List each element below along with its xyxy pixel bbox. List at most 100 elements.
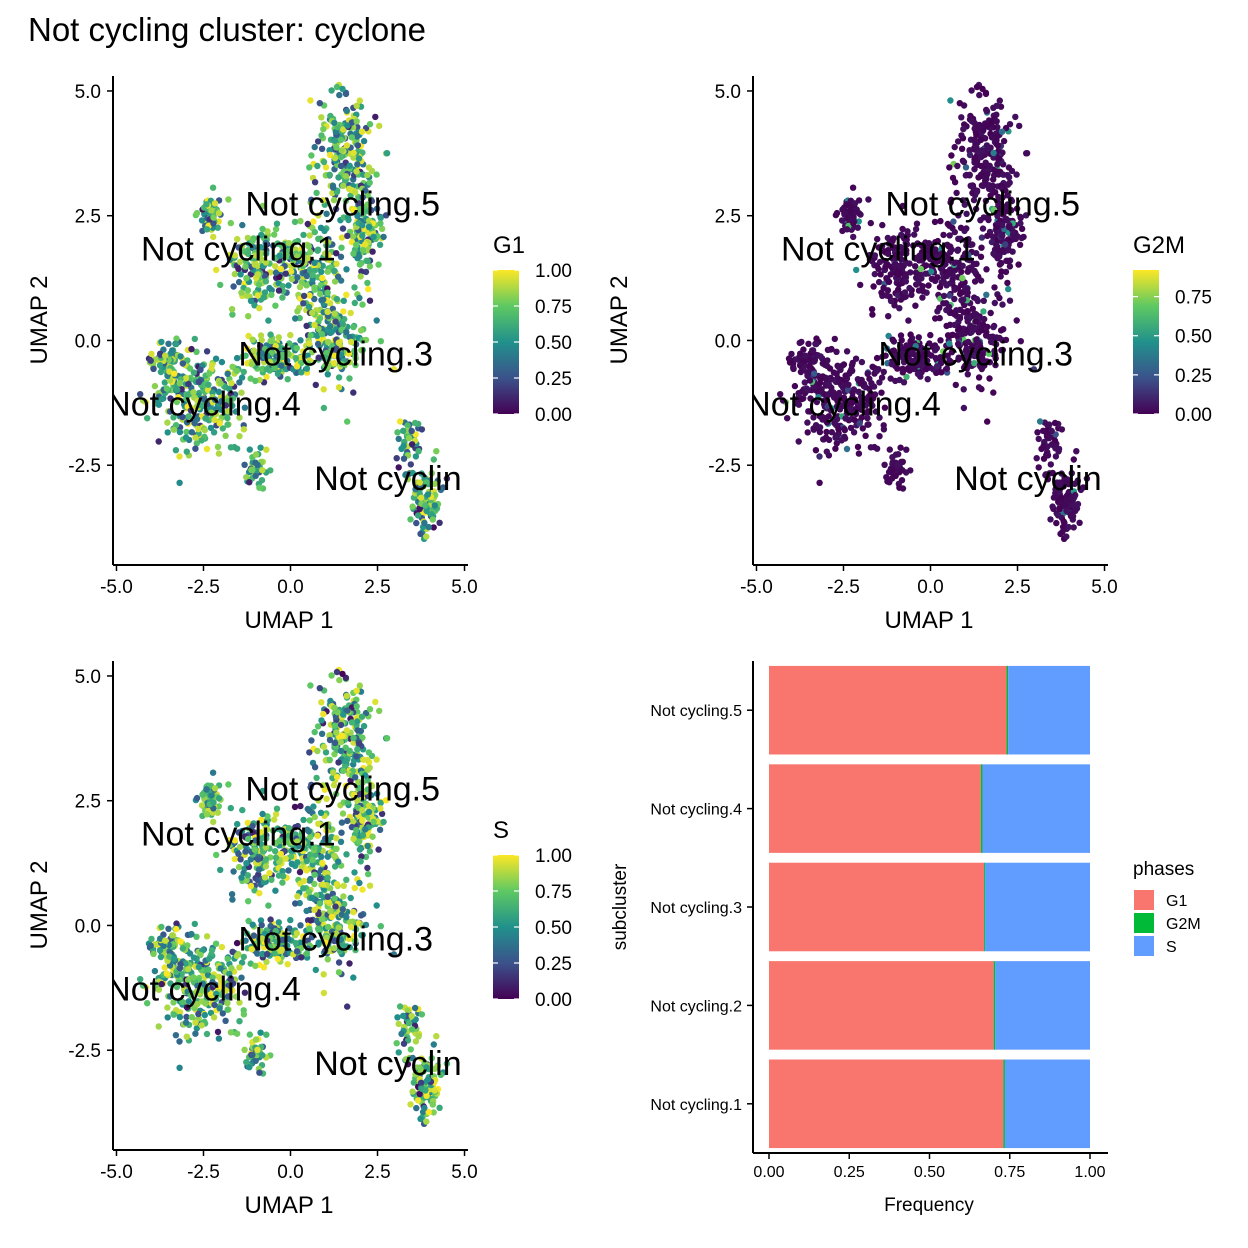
umap-point: [268, 291, 275, 298]
y-tick-label: 0.0: [715, 331, 741, 352]
umap-point: [823, 448, 830, 455]
umap-point: [354, 142, 362, 149]
umap-point: [229, 395, 237, 402]
umap-point: [343, 266, 350, 273]
umap-point: [815, 394, 822, 401]
umap-point: [186, 365, 194, 372]
umap-point: [319, 782, 327, 789]
x-tick-label: 5.0: [451, 577, 477, 598]
umap-point: [981, 177, 989, 185]
umap-point: [300, 231, 307, 239]
umap-point: [966, 147, 973, 154]
umap-point: [271, 365, 278, 372]
umap-point: [176, 428, 184, 436]
umap-point: [259, 1052, 266, 1059]
cluster-label: Not cycling.5: [245, 186, 440, 224]
umap-point: [1038, 445, 1045, 453]
umap-point: [247, 297, 255, 305]
umap-point: [192, 1019, 199, 1026]
umap-point: [1012, 113, 1019, 121]
umap-point: [1005, 285, 1012, 293]
umap-point: [905, 317, 912, 324]
umap-point: [354, 133, 361, 140]
umap-point: [968, 87, 975, 94]
umap-point: [788, 350, 795, 358]
umap-point: [903, 373, 910, 381]
umap-point: [975, 174, 982, 181]
umap-point: [971, 137, 979, 144]
umap-point: [862, 402, 870, 409]
umap-point: [875, 265, 882, 272]
legend-title: G1: [493, 232, 525, 259]
umap-point: [195, 425, 202, 433]
umap-point: [848, 409, 855, 416]
umap-point: [956, 315, 964, 322]
umap-point: [195, 1010, 202, 1018]
umap-point: [333, 250, 340, 257]
umap-point: [377, 220, 384, 227]
umap-point: [370, 818, 377, 825]
umap-point: [317, 224, 325, 231]
umap-point: [336, 676, 343, 684]
umap-point: [990, 389, 997, 396]
umap-point: [365, 285, 372, 293]
umap-point: [182, 1019, 190, 1026]
umap-point: [210, 429, 218, 436]
umap-point: [273, 220, 281, 227]
umap-point: [266, 284, 273, 292]
umap-point: [827, 407, 835, 414]
umap-point: [278, 362, 285, 369]
umap-point: [335, 339, 342, 346]
umap-point: [825, 380, 832, 388]
umap-point: [369, 248, 376, 255]
umap-point: [852, 355, 860, 362]
y-tick-label: 2.5: [75, 792, 101, 813]
umap-point: [1033, 455, 1040, 462]
umap-point: [408, 1012, 415, 1020]
umap-point: [964, 268, 971, 275]
umap-point: [259, 225, 266, 233]
umap-point: [257, 244, 264, 251]
umap-point: [279, 351, 286, 359]
umap-point: [351, 347, 358, 354]
umap-point: [929, 254, 936, 261]
umap-point: [359, 831, 367, 839]
umap-point: [275, 334, 282, 341]
umap-point: [412, 1038, 420, 1045]
umap-point: [358, 713, 366, 720]
umap-point: [188, 429, 195, 436]
umap-point: [823, 419, 831, 426]
umap-point: [337, 721, 345, 729]
umap-point: [297, 354, 304, 361]
umap-point: [164, 419, 171, 426]
umap-point: [249, 237, 256, 245]
umap-point: [331, 137, 339, 144]
umap-point: [309, 271, 316, 279]
umap-point: [300, 885, 307, 892]
umap-point: [872, 408, 880, 415]
umap-point: [235, 244, 242, 251]
umap-point: [852, 396, 859, 403]
umap-point: [335, 174, 342, 181]
umap-point: [975, 339, 982, 346]
umap-point: [257, 255, 265, 263]
umap-point: [883, 345, 891, 352]
umap-point: [314, 747, 321, 755]
umap-point: [946, 232, 953, 239]
umap-point: [326, 171, 333, 178]
umap-point: [418, 1011, 426, 1018]
umap-point: [300, 877, 308, 885]
umap-point: [288, 275, 296, 283]
umap-point: [170, 414, 177, 421]
umap-point: [227, 804, 234, 812]
umap-point: [932, 239, 939, 246]
umap-point: [878, 374, 886, 381]
umap-point: [293, 363, 301, 370]
umap-point: [880, 368, 887, 376]
umap-point: [332, 903, 339, 910]
umap-point: [335, 969, 343, 976]
umap-point: [347, 777, 354, 784]
umap-point: [795, 438, 802, 445]
cluster-label: Not cyclin: [314, 460, 461, 498]
